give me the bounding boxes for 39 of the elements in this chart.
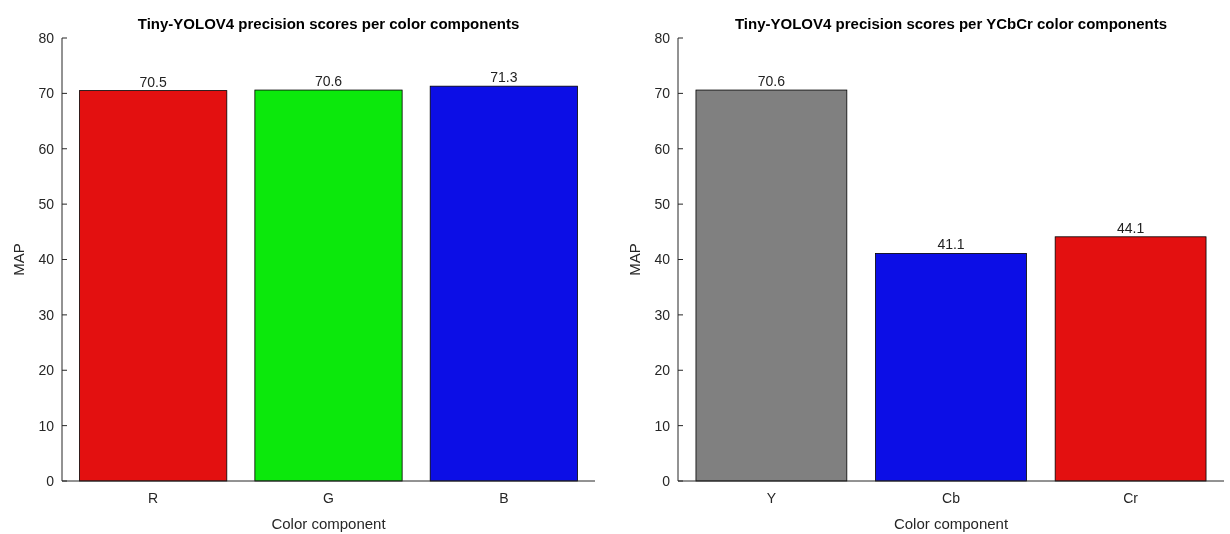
x-tick-label: Cr <box>1123 490 1139 506</box>
data-label: 44.1 <box>1116 219 1145 236</box>
y-tick-label: 10 <box>38 417 55 434</box>
data-label: 71.3 <box>490 69 518 86</box>
y-axis-title: MAP <box>626 243 643 276</box>
y-tick-label: 30 <box>38 306 55 323</box>
y-tick-label: 20 <box>38 362 55 379</box>
y-tick-label: 50 <box>38 196 55 213</box>
y-axis-title: MAP <box>10 243 27 276</box>
data-label: 70.5 <box>139 73 168 90</box>
y-tick-label: 40 <box>654 251 671 268</box>
bar <box>1054 236 1207 482</box>
x-axis-title: Color component <box>271 515 387 532</box>
y-tick-label: 60 <box>654 140 671 157</box>
y-tick-label: 0 <box>46 472 55 489</box>
y-tick-label: 70 <box>654 85 671 102</box>
data-label: 70.6 <box>757 73 786 90</box>
chart-title: Tiny-YOLOV4 precision scores per YCbCr color components <box>734 15 1168 32</box>
x-axis-title: Color component <box>893 515 1009 532</box>
bar <box>695 89 848 482</box>
y-tick-label: 80 <box>654 29 671 46</box>
y-tick-label: 20 <box>654 362 671 379</box>
y-tick-label: 0 <box>662 472 671 489</box>
x-tick-label: Cb <box>942 490 961 506</box>
chart-title: Tiny-YOLOV4 precision scores per color components <box>137 15 520 32</box>
x-tick-label: R <box>148 490 159 506</box>
y-tick-label: 70 <box>38 85 55 102</box>
y-tick-label: 50 <box>654 196 671 213</box>
y-tick-label: 60 <box>38 140 55 157</box>
y-tick-label: 40 <box>38 251 55 268</box>
y-tick-label: 80 <box>38 29 55 46</box>
x-tick-label: Y <box>766 490 777 506</box>
y-tick-label: 30 <box>654 306 671 323</box>
bar <box>875 253 1027 482</box>
x-tick-label: G <box>323 490 334 506</box>
x-tick-label: B <box>499 490 509 506</box>
data-label: 70.6 <box>314 73 343 90</box>
data-label: 41.1 <box>937 236 965 253</box>
y-tick-label: 10 <box>654 417 671 434</box>
